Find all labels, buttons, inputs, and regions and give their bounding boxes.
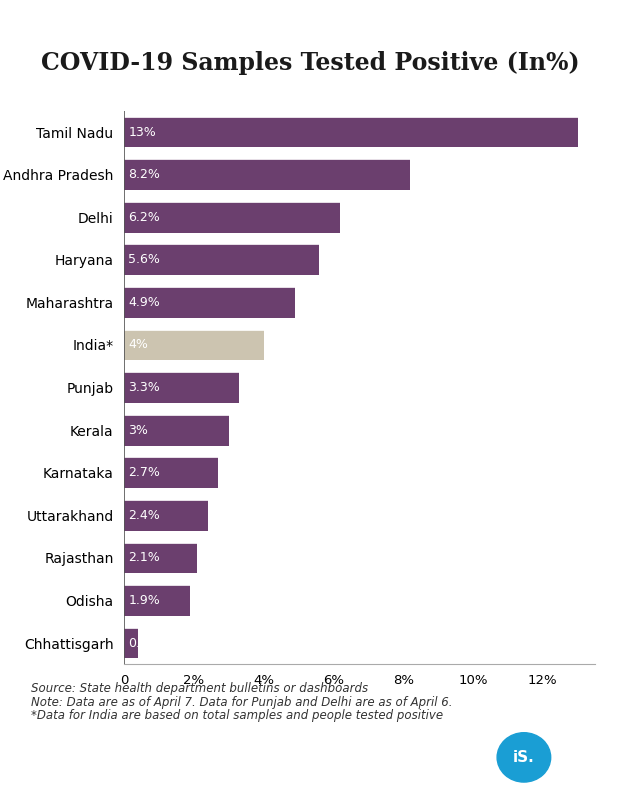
Bar <box>124 287 295 318</box>
Bar <box>124 330 264 361</box>
Text: Source: State health department bulletins or dashboards: Source: State health department bulletin… <box>31 682 368 695</box>
Bar <box>124 543 197 573</box>
Text: 4%: 4% <box>128 339 148 351</box>
Text: 0.4%: 0.4% <box>128 637 160 649</box>
Text: 2.4%: 2.4% <box>128 509 160 522</box>
Text: 1.9%: 1.9% <box>128 594 160 607</box>
Text: iS.: iS. <box>513 750 535 765</box>
Text: 5.6%: 5.6% <box>128 253 160 267</box>
Bar <box>124 159 410 190</box>
Bar <box>124 202 340 233</box>
Bar <box>124 414 229 445</box>
Text: 6.2%: 6.2% <box>128 210 160 224</box>
Text: 3%: 3% <box>128 424 148 437</box>
Bar <box>124 457 218 488</box>
Bar <box>124 628 138 658</box>
Bar <box>124 373 239 403</box>
Text: 3.3%: 3.3% <box>128 381 160 394</box>
Bar <box>124 244 319 275</box>
Text: 13%: 13% <box>128 126 156 138</box>
Text: 2.7%: 2.7% <box>128 466 160 479</box>
Bar <box>124 585 190 616</box>
Text: *Data for India are based on total samples and people tested positive: *Data for India are based on total sampl… <box>31 709 443 722</box>
Text: 8.2%: 8.2% <box>128 168 160 181</box>
Text: 4.9%: 4.9% <box>128 296 160 309</box>
Text: Note: Data are as of April 7. Data for Punjab and Delhi are as of April 6.: Note: Data are as of April 7. Data for P… <box>31 695 453 709</box>
Bar <box>124 117 578 147</box>
Text: COVID-19 Samples Tested Positive (In%): COVID-19 Samples Tested Positive (In%) <box>41 51 579 75</box>
Bar <box>124 500 208 531</box>
Circle shape <box>497 732 551 782</box>
Text: 2.1%: 2.1% <box>128 551 160 565</box>
